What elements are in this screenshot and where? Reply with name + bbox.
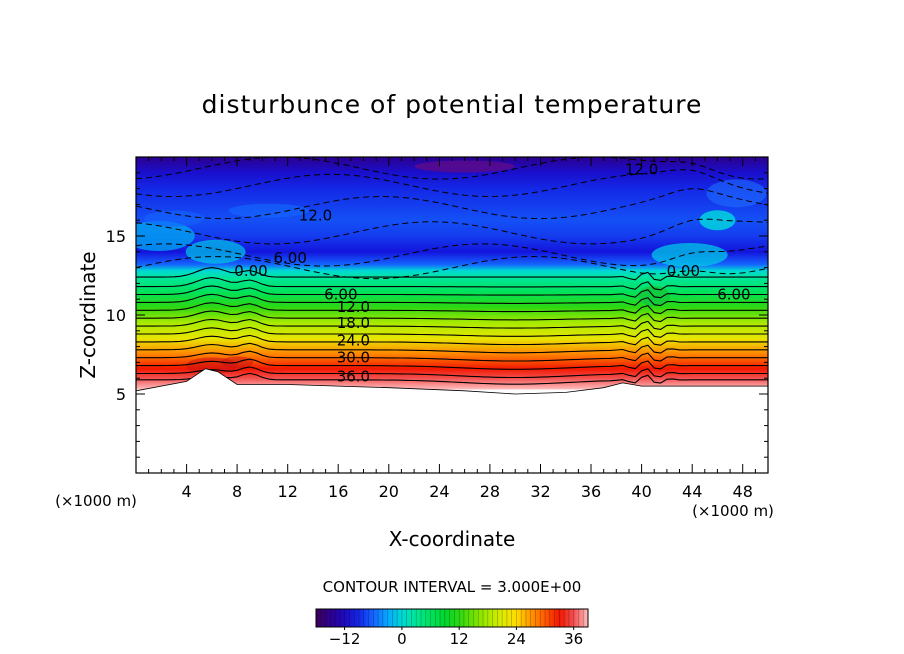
contour-label: 36.0 <box>337 368 370 386</box>
colorbar-tick-label: −12 <box>329 630 361 648</box>
x-tick-label: 28 <box>480 482 500 501</box>
colorbar-frame <box>315 608 589 628</box>
contour-line-solid <box>136 334 768 346</box>
contour-line-dashed <box>136 157 768 180</box>
plot-area: 12.012.06.000.00 0.006.006.0012.018.024.0… <box>136 157 768 473</box>
contour-line-solid <box>136 326 768 338</box>
x-unit-left: (×1000 m) <box>55 492 137 510</box>
x-axis-label: X-coordinate <box>389 527 516 551</box>
x-tick-label: 20 <box>379 482 399 501</box>
contour-line-dashed <box>136 188 768 220</box>
y-tick-label: 15 <box>106 227 126 246</box>
contour-line-solid <box>136 267 768 281</box>
anomaly-patch <box>185 239 246 264</box>
x-tick-label: 12 <box>278 482 298 501</box>
anomaly-patch <box>228 203 309 218</box>
anomaly-patches <box>136 160 767 374</box>
terrain-mask <box>136 368 768 473</box>
y-tick-label: 10 <box>106 306 126 325</box>
contour-label: 12.0 <box>625 161 658 179</box>
contour-line-solid <box>136 285 768 299</box>
contour-label: 6.00 <box>324 286 357 304</box>
y-axis: 5 10 15 <box>106 172 768 458</box>
contour-labels: 12.012.06.000.00 0.006.006.0012.018.024.0… <box>234 161 750 386</box>
contour-label: 6.00 <box>717 286 750 304</box>
contour-label: 18.0 <box>337 314 370 332</box>
x-tick-label: 44 <box>682 482 702 501</box>
colorbar: −12 0 12 24 36 <box>315 608 589 648</box>
contour-line-solid <box>136 366 768 379</box>
chart-title: disturbunce of potential temperature <box>202 90 703 119</box>
x-tick-label: 8 <box>232 482 242 501</box>
colorbar-tick-label: 0 <box>397 630 407 648</box>
contour-line-solid <box>136 358 768 370</box>
colorbar-dividers <box>315 609 589 627</box>
x-tick-label: 32 <box>530 482 550 501</box>
contour-line-dashed <box>136 218 768 245</box>
anomaly-patch <box>651 242 728 267</box>
colorbar-tick-label: 12 <box>450 630 469 648</box>
contour-line-solid <box>136 350 768 362</box>
y-tick-label: 5 <box>116 385 126 404</box>
contour-line-dashed <box>136 169 768 198</box>
contour-label: 6.00 <box>273 249 306 267</box>
anomaly-patch <box>706 179 767 208</box>
x-axis: 4 8 12 16 20 24 28 32 36 40 44 48 <box>148 157 756 501</box>
anomaly-patch <box>414 160 515 173</box>
contour-line-solid <box>136 310 768 323</box>
contour-line-solid <box>136 372 768 385</box>
contour-line-solid <box>136 342 768 354</box>
y-axis-label: Z-coordinate <box>76 251 100 378</box>
contour-line-dashed <box>136 255 768 280</box>
x-tick-label: 4 <box>182 482 192 501</box>
x-tick-label: 36 <box>581 482 601 501</box>
contour-line-solid <box>136 318 768 330</box>
colorbar-tick-label: 36 <box>564 630 583 648</box>
anomaly-patch <box>136 221 195 251</box>
colorbar-ticks: −12 0 12 24 36 <box>329 627 583 648</box>
contour-line-dashed <box>136 243 768 267</box>
contour-line-solid <box>136 277 768 291</box>
anomaly-patch <box>143 210 204 227</box>
x-unit-right: (×1000 m) <box>692 502 774 520</box>
contour-lines <box>136 157 768 385</box>
contour-interval: CONTOUR INTERVAL = 3.000E+00 <box>323 578 582 596</box>
contour-label: 0.00 <box>667 262 700 280</box>
contour-line-solid <box>136 293 768 307</box>
x-tick-label: 24 <box>429 482 449 501</box>
colorbar-fill <box>316 609 588 627</box>
contour-label: 0.00 <box>234 262 267 280</box>
colorbar-tick-label: 24 <box>507 630 526 648</box>
x-tick-label: 48 <box>733 482 753 501</box>
contour-label: 30.0 <box>337 349 370 367</box>
x-tick-label: 40 <box>631 482 651 501</box>
contour-label: 12.0 <box>337 298 370 316</box>
contour-label: 24.0 <box>337 331 370 349</box>
x-tick-label: 16 <box>328 482 348 501</box>
contour-label: 12.0 <box>299 207 332 225</box>
contour-line-solid <box>136 302 768 315</box>
